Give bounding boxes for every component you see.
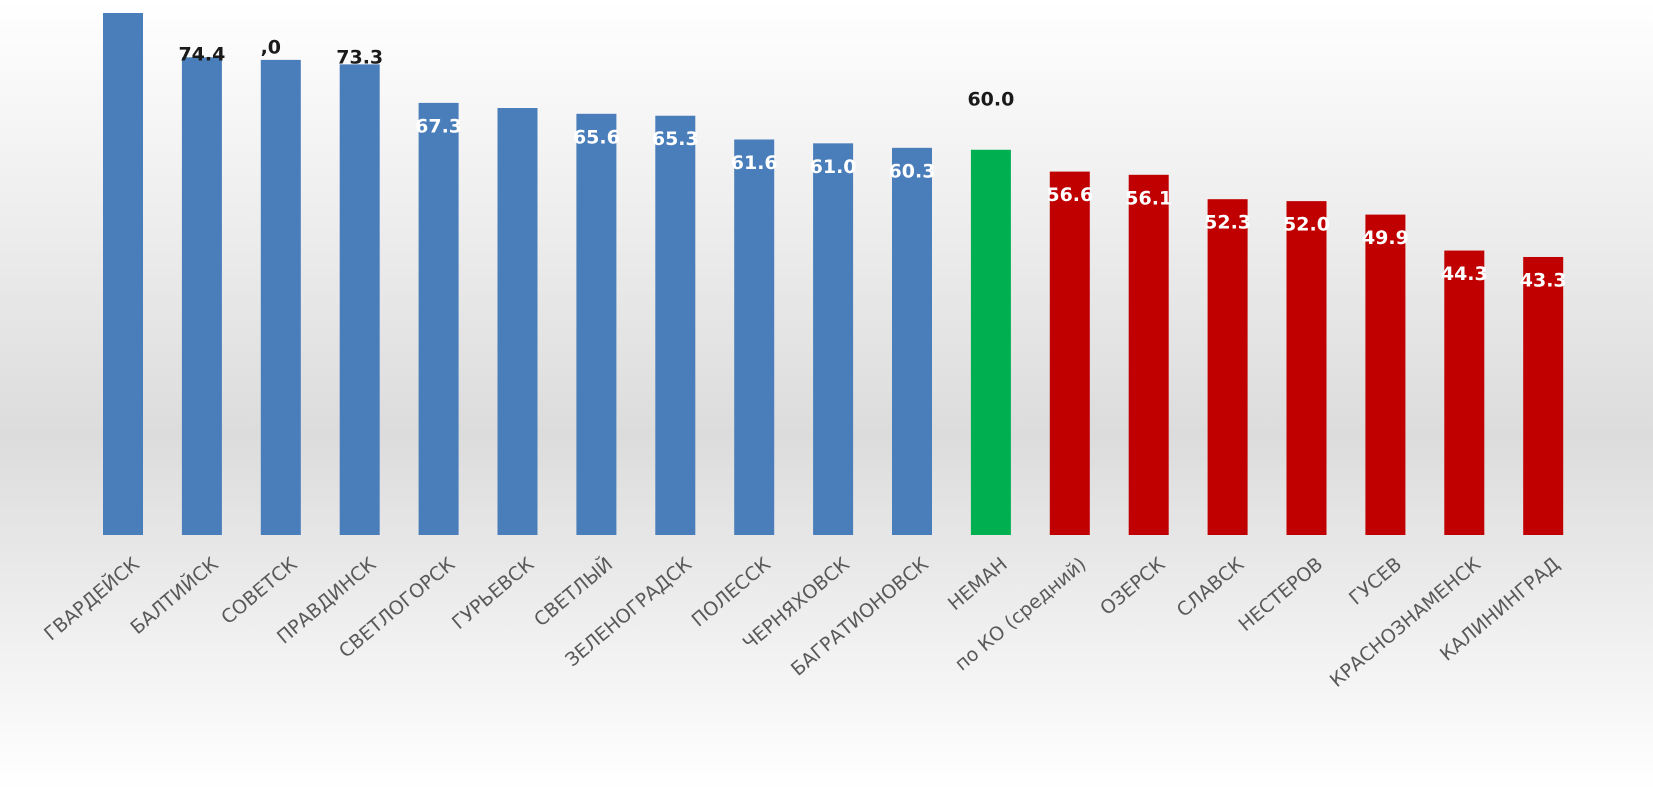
data-label: 65.6: [573, 126, 620, 148]
bar: [181, 57, 222, 535]
bar: [1128, 174, 1169, 536]
bar: [970, 149, 1011, 536]
bar: [260, 59, 301, 535]
data-label: 44.3: [1441, 263, 1488, 285]
bar: [734, 139, 775, 535]
bar: [1207, 199, 1248, 535]
data-label: 56.1: [1125, 187, 1172, 209]
data-label: 60.3: [889, 160, 936, 182]
bar: [103, 13, 143, 535]
data-label: 61.6: [731, 152, 778, 174]
bar: [655, 115, 696, 536]
data-label: 61.0: [810, 156, 857, 178]
bar: [497, 108, 538, 536]
data-label: 65.3: [652, 128, 699, 150]
data-label: 67.3: [415, 115, 462, 137]
data-label: ,0: [261, 37, 281, 59]
bar: [1444, 250, 1485, 535]
data-label: 52.0: [1283, 214, 1330, 236]
bar: [813, 143, 854, 535]
data-label: 74.4: [178, 44, 225, 66]
bar: [576, 113, 617, 535]
bar: [892, 147, 932, 535]
data-label: 73.3: [336, 47, 383, 69]
data-label: 43.3: [1520, 269, 1567, 291]
data-label: 49.9: [1362, 227, 1409, 249]
bar: [1365, 214, 1406, 535]
data-label: 56.6: [1046, 184, 1093, 206]
bar: [418, 102, 459, 536]
data-label: 60.0: [967, 89, 1014, 111]
bar: [1286, 201, 1327, 535]
data-label: 52.3: [1204, 212, 1251, 234]
bar: [339, 64, 380, 536]
bar: [1049, 171, 1090, 536]
bar: [1523, 256, 1564, 535]
